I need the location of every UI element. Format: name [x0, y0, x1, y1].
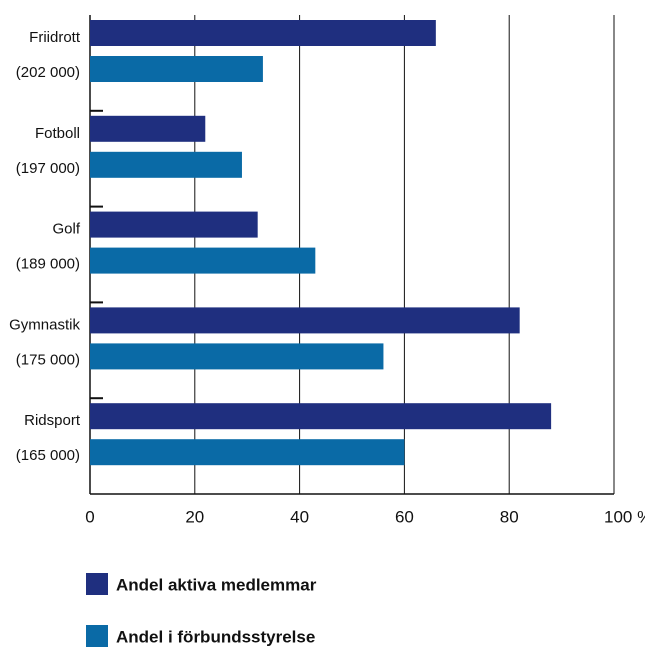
bar: [90, 20, 436, 46]
bar: [90, 56, 263, 82]
bar: [90, 403, 552, 430]
bar: [90, 307, 520, 334]
y-tick-label: (175 000): [16, 351, 80, 368]
x-tick-label: 20: [185, 507, 204, 526]
x-tick-label: 60: [395, 507, 414, 526]
y-tick-label: (197 000): [16, 160, 80, 177]
y-tick-label: Fotboll: [35, 125, 80, 142]
bar: [90, 343, 384, 370]
legend-swatch: [86, 625, 108, 647]
x-tick-label: 40: [290, 507, 309, 526]
legend-label: Andel aktiva medlemmar: [116, 575, 317, 594]
legend-swatch: [86, 573, 108, 595]
y-tick-label: Friidrott: [29, 29, 81, 46]
y-tick-label: Golf: [52, 221, 80, 238]
bar: [90, 151, 242, 178]
bar: [90, 211, 258, 238]
y-tick-label: (189 000): [16, 256, 80, 273]
x-tick-label: 80: [500, 507, 519, 526]
y-tick-label: (202 000): [16, 64, 80, 81]
legend-label: Andel i förbundsstyrelse: [116, 627, 315, 646]
y-tick-label: (165 000): [16, 447, 80, 464]
y-tick-label: Gymnastik: [9, 316, 80, 333]
bar: [90, 115, 206, 142]
y-tick-label: Ridsport: [24, 412, 81, 429]
bar: [90, 439, 405, 466]
bar: [90, 247, 316, 274]
x-tick-label: 100 %: [604, 507, 645, 526]
x-tick-label: 0: [85, 507, 94, 526]
